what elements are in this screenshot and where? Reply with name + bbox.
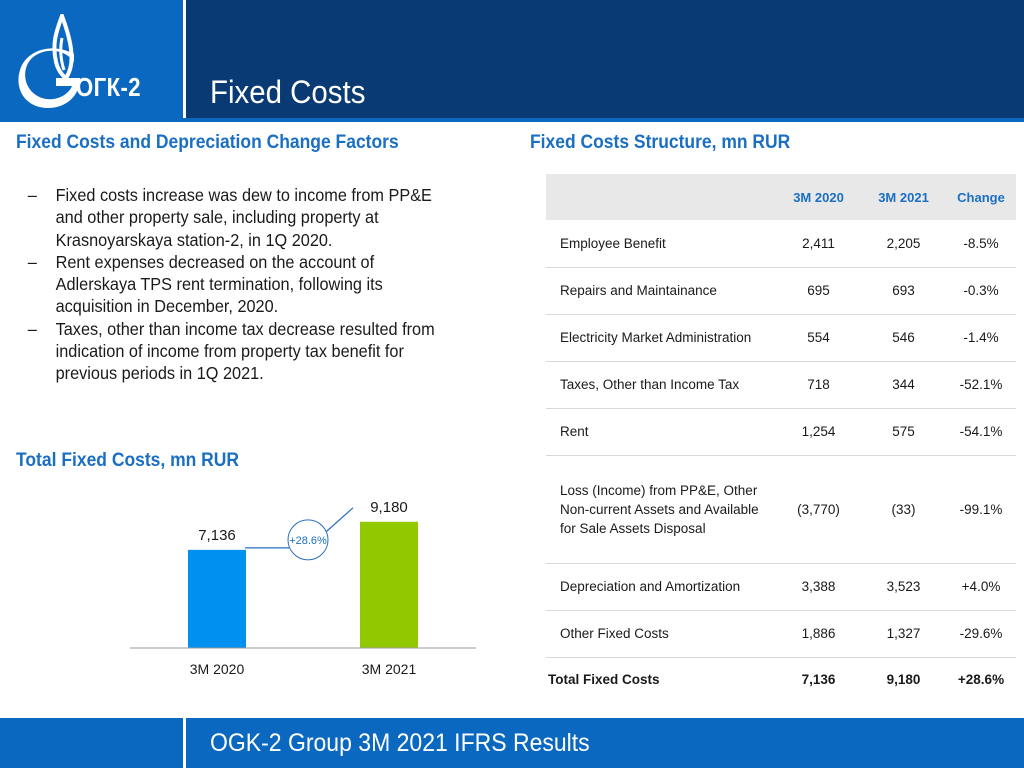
change-factors-heading: Fixed Costs and Depreciation Change Fact… (16, 132, 399, 153)
footer-bar (0, 718, 1024, 768)
structure-heading: Fixed Costs Structure, mn RUR (530, 132, 791, 153)
table-header-row: 3M 2020 3M 2021 Change (546, 174, 1016, 220)
growth-annotation: +28.6% (289, 535, 327, 547)
fixed-costs-table: 3M 2020 3M 2021 Change Employee Benefit … (546, 174, 1016, 704)
table-row: Depreciation and Amortization 3,388 3,52… (546, 563, 1016, 610)
header-cell: 3M 2020 (793, 189, 844, 205)
growth-circle (287, 519, 329, 561)
cell-3m2020: 3,388 (801, 579, 836, 594)
row-label: Depreciation and Amortization (560, 579, 741, 594)
x-tick-label-1: 3M 2020 (190, 661, 245, 677)
dash-bullet: – (27, 185, 37, 205)
bullet-text: Fixed costs increase was dew to income f… (55, 185, 432, 250)
row-label: Taxes, Other than Income Tax (560, 377, 740, 392)
cell-change: -29.6% (959, 626, 1003, 641)
row-label: Electricity Market Administration (560, 330, 752, 345)
bar-1 (188, 549, 246, 648)
table-row: Other Fixed Costs 1,886 1,327 -29.6% (546, 610, 1016, 657)
bar-2 (360, 521, 418, 648)
table-row: Repairs and Maintainance 695 693 -0.3% (546, 267, 1016, 314)
x-tick-label-2: 3M 2021 (362, 661, 417, 677)
bullet-text: Rent expenses decreased on the account o… (55, 251, 383, 317)
change-factors-list: – Fixed costs increase was dew to income … (24, 184, 464, 385)
growth-connector-right (325, 507, 354, 533)
cell-change: -8.5% (963, 235, 999, 251)
cell-3m2021: 575 (892, 424, 915, 439)
table-total-row: Total Fixed Costs 7,136 9,180 +28.6% (546, 657, 1016, 703)
total-label: Total Fixed Costs (548, 672, 660, 688)
table-row: Taxes, Other than Income Tax 718 344 -52… (546, 361, 1016, 408)
page-title: Fixed Costs (210, 74, 366, 110)
logo-text: ОГК-2 (76, 72, 141, 102)
cell-3m2020: (3,770) (797, 501, 840, 517)
cell-change: -52.1% (959, 377, 1003, 392)
cell-change: -54.1% (959, 424, 1003, 439)
dash-bullet: – (27, 251, 37, 272)
list-item: – Taxes, other than income tax decrease r… (24, 318, 456, 385)
list-item: – Rent expenses decreased on the account … (24, 251, 456, 318)
cell-3m2020: 718 (807, 377, 830, 392)
cell-change: -1.4% (963, 330, 999, 345)
cell-3m2021: 693 (892, 283, 915, 298)
table-row: Employee Benefit 2,411 2,205 -8.5% (546, 220, 1016, 267)
header-underline (0, 118, 1024, 122)
list-item: – Fixed costs increase was dew to income … (24, 184, 456, 251)
row-label: Rent (560, 424, 589, 439)
cell-3m2020: 1,254 (801, 424, 836, 439)
cell-3m2020: 554 (807, 330, 830, 345)
table-row: Rent 1,254 575 -54.1% (546, 408, 1016, 455)
cell-3m2020: 1,886 (801, 626, 836, 641)
total-3m2020: 7,136 (801, 672, 836, 688)
row-label: Loss (Income) from PP&E, Other Non-curre… (560, 482, 759, 536)
row-label: Repairs and Maintainance (560, 283, 717, 298)
header-cell (546, 174, 776, 220)
flame-logo-icon (18, 14, 80, 108)
cell-3m2021: 344 (892, 377, 915, 392)
cell-3m2021: 546 (892, 330, 915, 345)
data-label-2: 9,180 (370, 499, 408, 516)
row-label: Other Fixed Costs (560, 626, 669, 641)
cell-3m2021: (33) (891, 501, 916, 517)
cell-3m2020: 695 (807, 283, 830, 298)
total-3m2021: 9,180 (886, 672, 921, 688)
cell-3m2021: 1,327 (886, 626, 921, 641)
footer-text: OGK-2 Group 3M 2021 IFRS Results (210, 729, 590, 757)
total-fixed-costs-heading: Total Fixed Costs, mn RUR (16, 450, 240, 471)
dash-bullet: – (27, 318, 37, 339)
total-fixed-costs-chart: 7,136 3M 2020 9,180 3M 2021 +28.6% (130, 499, 476, 677)
logo-box: ОГК-2 (0, 0, 183, 118)
footer-divider (183, 718, 186, 768)
bullet-text: Taxes, other than income tax decrease re… (55, 318, 435, 384)
cell-3m2021: 2,205 (886, 235, 921, 251)
cell-change: -0.3% (963, 283, 999, 298)
row-label: Employee Benefit (560, 235, 666, 251)
cell-change: +4.0% (961, 579, 1001, 594)
data-label-1: 7,136 (198, 527, 236, 544)
logo-divider (183, 0, 186, 118)
total-change: +28.6% (957, 672, 1005, 688)
cell-3m2020: 2,411 (802, 235, 835, 251)
cell-change: -99.1% (959, 501, 1003, 517)
table-row: Electricity Market Administration 554 54… (546, 314, 1016, 361)
cell-3m2021: 3,523 (886, 579, 921, 594)
header-cell: 3M 2021 (878, 189, 929, 205)
table-row: Loss (Income) from PP&E, Other Non-curre… (546, 455, 1016, 563)
header-cell: Change (957, 189, 1005, 205)
